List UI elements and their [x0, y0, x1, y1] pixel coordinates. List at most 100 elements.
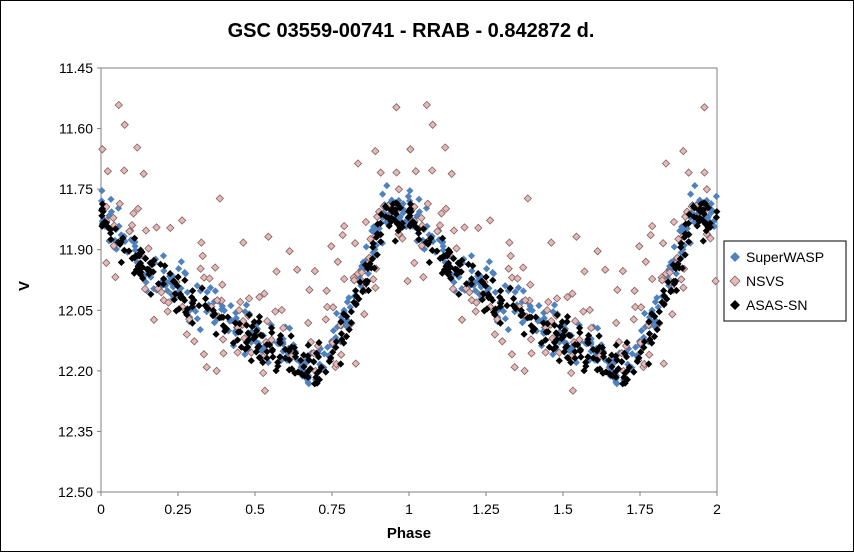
data-point	[441, 143, 450, 152]
data-point	[332, 343, 340, 352]
data-point	[527, 349, 536, 358]
legend-marker	[729, 275, 741, 287]
data-point	[507, 350, 517, 359]
y-tick-label: 11.60	[59, 121, 93, 137]
data-point	[286, 324, 294, 332]
data-point	[447, 169, 456, 178]
data-point	[388, 205, 396, 213]
data-point	[449, 226, 459, 235]
data-point	[291, 353, 300, 361]
data-point	[258, 332, 266, 340]
data-point	[232, 314, 240, 322]
data-point	[175, 305, 183, 313]
data-point	[224, 327, 233, 335]
data-point	[356, 278, 364, 286]
data-point	[449, 271, 457, 279]
data-point	[297, 356, 305, 364]
y-tick-label: 12.05	[58, 302, 93, 318]
data-point	[364, 286, 373, 295]
data-point	[120, 246, 128, 254]
chart-title: GSC 03559-00741 - RRAB - 0.842872 d.	[228, 20, 595, 42]
data-point	[178, 302, 187, 312]
data-point	[646, 335, 654, 344]
data-point	[535, 302, 543, 310]
data-point	[352, 292, 360, 300]
data-point	[276, 353, 284, 361]
data-point	[190, 337, 199, 346]
data-point	[272, 367, 280, 375]
data-point	[268, 346, 277, 354]
data-point	[403, 276, 412, 286]
data-point	[213, 296, 222, 305]
data-point	[196, 264, 205, 273]
data-point	[593, 247, 602, 256]
data-point	[325, 357, 333, 366]
data-point	[630, 368, 638, 376]
data-point	[441, 258, 449, 266]
data-point	[180, 296, 189, 304]
data-point	[660, 287, 668, 295]
data-point	[203, 288, 211, 296]
data-point	[160, 275, 168, 283]
data-point	[496, 319, 504, 327]
data-point	[428, 166, 437, 175]
data-point	[504, 326, 512, 334]
data-point	[233, 348, 242, 357]
data-point	[166, 223, 175, 233]
data-point	[509, 301, 517, 310]
data-point	[551, 321, 559, 329]
data-point	[672, 264, 680, 273]
data-point	[520, 330, 528, 338]
data-point	[379, 190, 387, 198]
data-point	[324, 343, 332, 351]
y-tick-label: 12.50	[58, 484, 93, 500]
data-point	[414, 225, 422, 233]
data-point	[114, 100, 123, 110]
data-point	[346, 303, 354, 311]
data-point	[234, 328, 242, 336]
data-point	[665, 268, 674, 277]
y-tick-label: 11.90	[59, 242, 93, 258]
data-point	[580, 267, 589, 276]
data-point	[571, 348, 579, 356]
data-point	[263, 341, 271, 349]
data-point	[205, 301, 213, 309]
data-point	[608, 351, 616, 359]
data-point	[636, 303, 646, 312]
data-point	[701, 200, 709, 208]
data-point	[558, 318, 566, 326]
data-point	[340, 221, 349, 231]
data-point	[706, 223, 714, 231]
x-tick-label: 1.25	[472, 501, 499, 517]
data-point	[468, 267, 476, 275]
data-point	[139, 274, 147, 282]
data-point	[211, 263, 220, 272]
data-point	[279, 347, 287, 355]
data-point	[517, 306, 525, 315]
data-point	[567, 368, 576, 378]
data-point	[371, 283, 380, 292]
data-point	[540, 314, 548, 322]
data-point	[347, 308, 355, 316]
legend-marker	[730, 252, 740, 262]
data-point	[350, 239, 360, 248]
data-point	[468, 275, 476, 283]
data-point	[553, 336, 561, 344]
data-point	[436, 254, 444, 262]
data-point	[377, 238, 385, 246]
data-point	[244, 294, 254, 303]
data-point	[232, 309, 240, 317]
data-point	[392, 210, 400, 218]
data-point	[141, 271, 149, 279]
data-point	[462, 280, 471, 288]
data-point	[518, 319, 526, 327]
legend-label: ASAS-SN	[746, 297, 807, 313]
x-tick-label: 1.5	[553, 501, 573, 517]
data-point	[679, 146, 688, 156]
data-point	[582, 358, 590, 366]
data-point	[255, 342, 263, 350]
data-point	[321, 315, 330, 324]
data-point	[563, 342, 571, 350]
data-point	[518, 298, 526, 306]
